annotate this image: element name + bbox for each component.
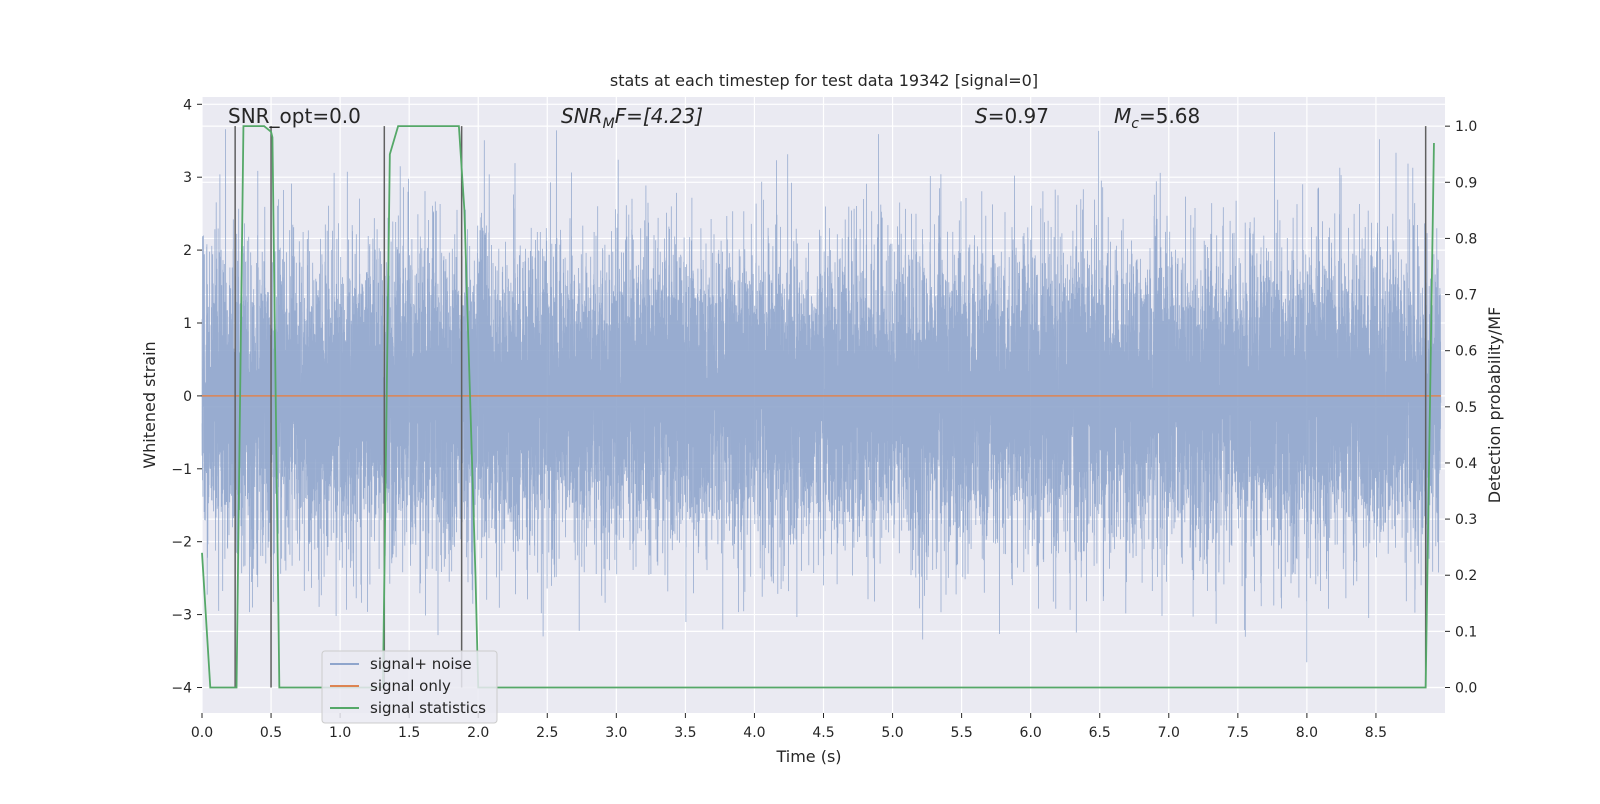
signal-noise-series [201,129,1442,663]
legend: signal+ noise signal only signal statist… [321,650,498,724]
y-axis-left-label: Whitened strain [140,341,159,468]
x-tick-label: 2.5 [536,725,558,741]
x-tick-label: 7.5 [1227,725,1249,741]
x-tick-label: 8.0 [1296,725,1318,741]
x-tick-label: 6.5 [1089,725,1111,741]
snr-mf-subscript: M [603,116,615,132]
y-right-tick-label: 0.9 [1455,175,1477,191]
y-right-tick-label: 0.6 [1455,344,1477,360]
s-value: =0.97 [988,104,1049,128]
y-right-tick-label: 0.2 [1455,568,1477,584]
snr-mf-value: F=[4.23] [615,104,703,128]
x-tick-label: 3.0 [605,725,627,741]
x-tick-label: 8.5 [1365,725,1387,741]
snr-mf-annotation: SNRMF=[4.23] [561,104,703,132]
y-axis-right: 0.0 0.1 0.2 0.3 0.4 0.5 0.6 0.7 0.8 0.9 1.0 [1445,119,1477,696]
y-right-tick-label: 0.7 [1455,288,1477,304]
y-right-tick-label: 0.8 [1455,231,1477,247]
y-left-tick-label: 1 [183,316,192,332]
y-left-tick-label: −4 [171,680,192,696]
x-tick-label: 2.0 [467,725,489,741]
y-axis-right-label: Detection probability/MF [1485,307,1504,504]
snr-mf-symbol: SNR [561,104,603,128]
y-left-tick-label: −3 [171,608,192,624]
snr-opt-annotation: SNR_opt=0.0 [228,104,361,128]
x-tick-label: 5.5 [950,725,972,741]
signal-noise-line [201,129,1442,663]
y-left-tick-label: −2 [171,535,192,551]
x-tick-label: 0.5 [260,725,282,741]
x-tick-label: 5.0 [881,725,903,741]
mc-subscript: c [1131,116,1139,132]
x-tick-label: 1.0 [329,725,351,741]
legend-label-signal-only: signal only [370,677,451,695]
s-annotation: S=0.97 [975,104,1049,128]
x-tick-label: 4.5 [812,725,834,741]
x-tick-label: 1.5 [398,725,420,741]
y-right-tick-label: 1.0 [1455,119,1477,135]
x-tick-label: 4.0 [743,725,765,741]
y-axis-left: −4 −3 −2 −1 0 1 2 3 4 [171,97,202,696]
y-right-tick-label: 0.3 [1455,512,1477,528]
mc-value: =5.68 [1139,104,1200,128]
legend-box [321,650,498,724]
mc-symbol: M [1114,104,1131,128]
x-tick-label: 7.0 [1158,725,1180,741]
y-right-tick-label: 0.1 [1455,624,1477,640]
y-left-tick-label: −1 [171,462,192,478]
s-symbol: S [975,104,988,128]
chart-title: stats at each timestep for test data 193… [610,71,1038,90]
legend-label-signal-noise: signal+ noise [370,655,472,673]
y-left-tick-label: 3 [183,170,192,186]
x-axis-label: Time (s) [775,747,841,766]
mc-annotation: Mc=5.68 [1114,104,1200,132]
y-left-tick-label: 2 [183,243,192,259]
legend-label-signal-statistics: signal statistics [370,699,486,717]
x-tick-label: 6.0 [1020,725,1042,741]
y-right-tick-label: 0.5 [1455,400,1477,416]
y-left-tick-label: 4 [183,97,192,113]
x-tick-label: 3.5 [674,725,696,741]
x-axis: 0.0 0.5 1.0 1.5 2.0 2.5 3.0 3.5 4.0 4.5 5.0 5.5 6.0 6… [191,713,1387,741]
x-tick-label: 0.0 [191,725,213,741]
y-right-tick-label: 0.0 [1455,680,1477,696]
y-right-tick-label: 0.4 [1455,456,1477,472]
y-left-tick-label: 0 [183,389,192,405]
